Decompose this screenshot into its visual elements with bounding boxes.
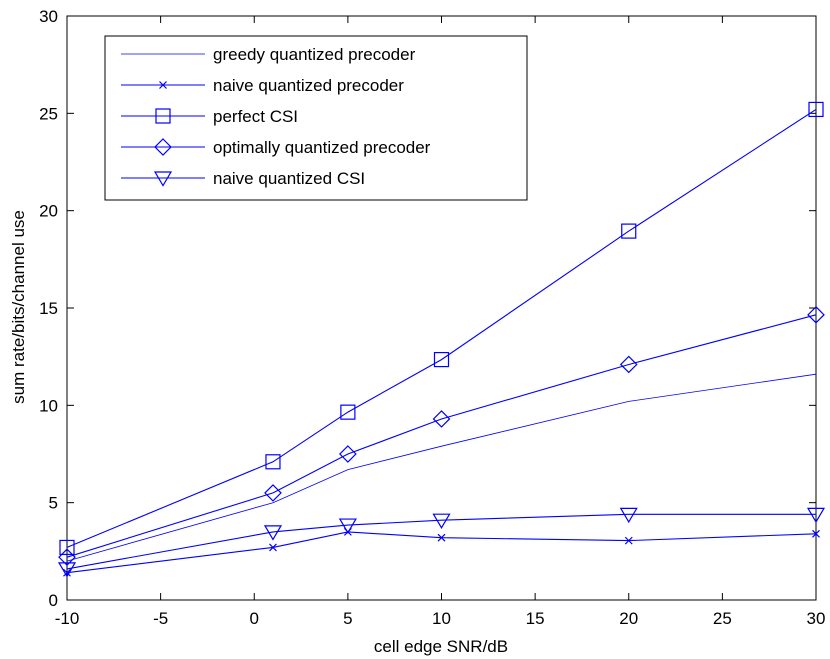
data-point bbox=[432, 513, 451, 529]
data-point bbox=[339, 445, 357, 463]
series-line bbox=[66, 314, 817, 558]
x-tick-label: 20 bbox=[619, 609, 638, 628]
series-1 bbox=[66, 373, 817, 562]
legend-label: naive quantized CSI bbox=[213, 169, 365, 188]
data-point bbox=[263, 525, 283, 541]
legend-label: naive quantized precoder bbox=[213, 76, 404, 95]
data-point bbox=[265, 454, 281, 470]
data-point bbox=[264, 484, 282, 502]
series-4 bbox=[58, 305, 825, 567]
x-axis-label: cell edge SNR/dB bbox=[374, 637, 508, 656]
data-point bbox=[807, 305, 825, 324]
series-layer bbox=[57, 101, 826, 578]
x-tick-label: 10 bbox=[432, 609, 451, 628]
data-point bbox=[619, 355, 638, 374]
legend-label: optimally quantized precoder bbox=[213, 138, 431, 157]
series-line bbox=[66, 373, 817, 562]
x-tick-label: 25 bbox=[713, 609, 732, 628]
legend-entry: naive quantized precoder bbox=[121, 76, 404, 95]
data-point bbox=[338, 518, 357, 534]
legend-entry: naive quantized CSI bbox=[121, 169, 365, 188]
legend-entry: optimally quantized precoder bbox=[121, 138, 431, 157]
data-point bbox=[808, 101, 824, 118]
x-tick-label: 30 bbox=[807, 609, 826, 628]
data-point bbox=[806, 507, 826, 524]
legend-marker bbox=[154, 138, 172, 156]
series-line bbox=[66, 531, 817, 574]
y-axis-label: sum rate/bits/channel use bbox=[9, 210, 28, 404]
legend-marker bbox=[155, 108, 171, 124]
legend-label: greedy quantized precoder bbox=[213, 45, 416, 64]
y-tick-label: 10 bbox=[39, 396, 58, 415]
data-point bbox=[269, 543, 277, 552]
axis-ticks: -10 -5 0 5 10 15 20 25 30 0 5 10 15 20 25 30 bbox=[39, 7, 825, 628]
y-tick-label: 5 bbox=[49, 494, 58, 513]
y-tick-label: 30 bbox=[39, 7, 58, 26]
data-point bbox=[63, 568, 71, 577]
y-tick-label: 25 bbox=[39, 104, 58, 123]
series-line bbox=[66, 108, 817, 548]
series-5 bbox=[57, 507, 826, 578]
x-tick-label: -10 bbox=[55, 609, 80, 628]
data-point bbox=[57, 562, 77, 578]
legend-entry: greedy quantized precoder bbox=[121, 45, 416, 64]
x-tick-label: 15 bbox=[526, 609, 545, 628]
legend-marker bbox=[159, 81, 167, 89]
data-point bbox=[433, 351, 450, 368]
x-tick-label: 5 bbox=[343, 609, 352, 628]
legend-label: perfect CSI bbox=[213, 107, 298, 126]
data-point bbox=[621, 223, 637, 239]
data-point bbox=[619, 507, 638, 524]
legend: greedy quantized precoder naive quantized… bbox=[104, 35, 528, 201]
data-point bbox=[59, 539, 75, 556]
data-point bbox=[58, 548, 76, 567]
data-point bbox=[432, 410, 451, 428]
x-tick-label: -5 bbox=[153, 609, 168, 628]
legend-box bbox=[104, 35, 528, 201]
series-3 bbox=[59, 101, 824, 556]
data-point bbox=[812, 529, 820, 538]
legend-marker bbox=[153, 171, 173, 187]
data-point bbox=[437, 533, 446, 542]
data-point bbox=[624, 536, 633, 545]
y-tick-label: 20 bbox=[39, 202, 58, 221]
legend-entry: perfect CSI bbox=[121, 107, 298, 126]
series-line bbox=[66, 513, 816, 570]
data-point bbox=[340, 404, 356, 420]
x-tick-label: 0 bbox=[250, 609, 259, 628]
y-tick-label: 0 bbox=[49, 591, 58, 610]
y-tick-label: 15 bbox=[39, 299, 58, 318]
